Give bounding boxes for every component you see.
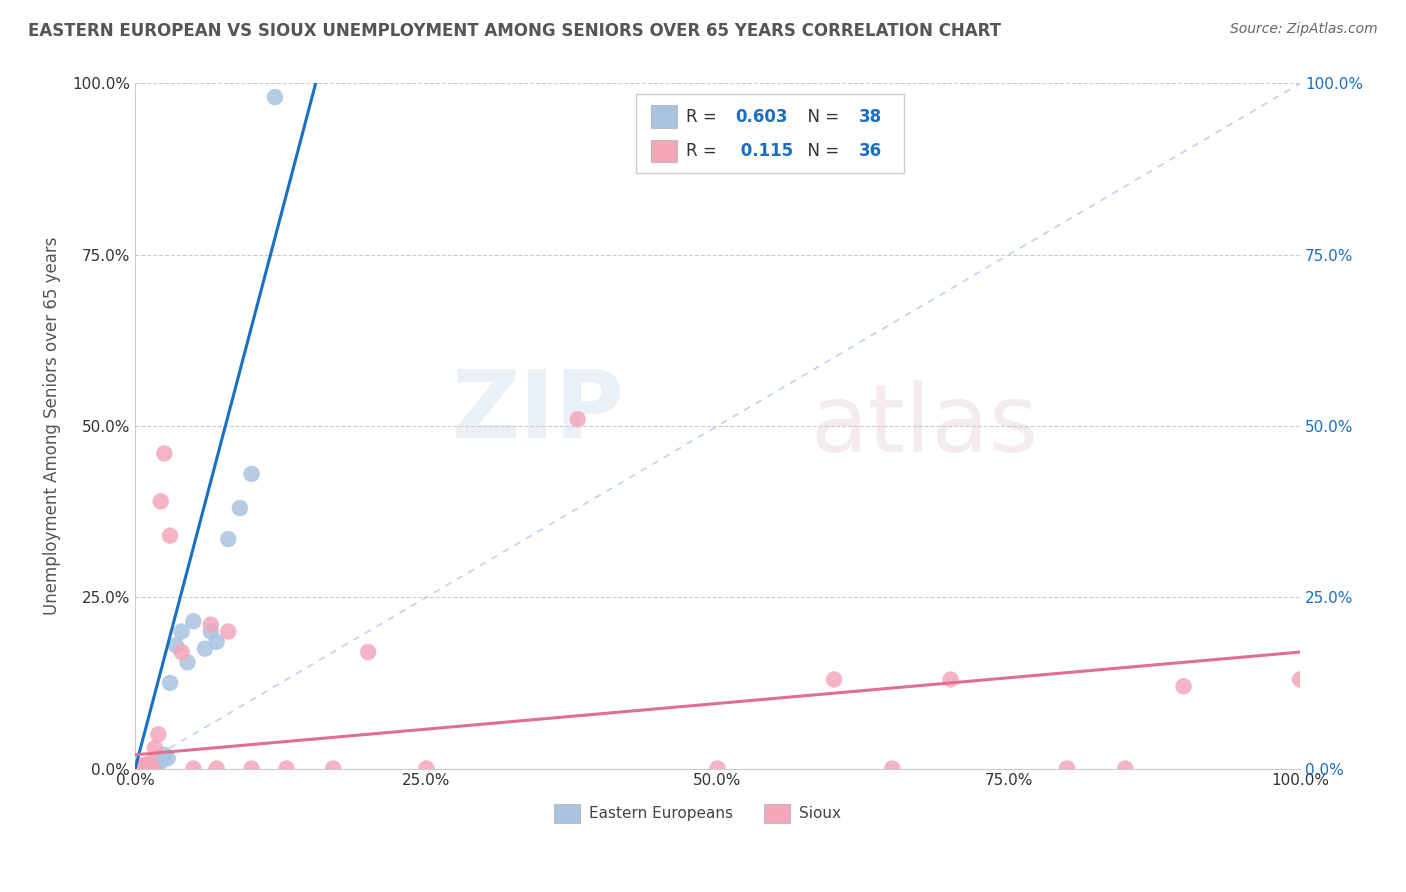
Point (194, 641, 217, 656)
Point (415, 762, 437, 776)
Point (134, 758, 156, 772)
Point (139, 759, 162, 773)
Point (823, 673, 845, 687)
Point (156, 751, 179, 765)
Point (128, 762, 150, 776)
Point (135, 759, 157, 773)
Point (205, 762, 228, 776)
Point (322, 762, 344, 776)
Point (205, 634, 228, 648)
Point (135, 759, 157, 773)
Point (139, 756, 162, 770)
Point (129, 762, 152, 776)
Y-axis label: Unemployment Among Seniors over 65 years: Unemployment Among Seniors over 65 years (44, 236, 60, 615)
Point (1173, 679, 1195, 693)
FancyBboxPatch shape (763, 805, 790, 823)
Text: R =: R = (686, 108, 723, 126)
Point (141, 756, 163, 770)
Point (1289, 673, 1312, 687)
Point (264, 90, 287, 104)
Point (138, 762, 160, 776)
Point (131, 759, 153, 773)
Point (132, 758, 155, 772)
Point (135, 759, 157, 773)
Point (128, 762, 150, 776)
Point (170, 645, 193, 659)
Point (135, 762, 157, 776)
Point (706, 762, 728, 776)
Text: N =: N = (797, 108, 844, 126)
Text: 0.115: 0.115 (735, 142, 793, 160)
Point (128, 762, 150, 776)
Point (143, 741, 166, 756)
Text: Source: ZipAtlas.com: Source: ZipAtlas.com (1230, 22, 1378, 37)
Text: Sioux: Sioux (799, 806, 841, 822)
Text: R =: R = (686, 142, 723, 160)
Point (153, 446, 176, 460)
Point (132, 762, 155, 776)
Point (142, 756, 165, 771)
Point (131, 762, 153, 776)
Point (217, 624, 239, 639)
Point (149, 755, 172, 769)
Text: 36: 36 (859, 142, 882, 160)
Point (357, 645, 380, 659)
Point (148, 751, 170, 765)
Point (183, 762, 205, 776)
Point (240, 467, 263, 481)
Text: 38: 38 (859, 108, 882, 126)
Point (567, 412, 589, 426)
Point (176, 656, 198, 670)
Point (165, 638, 187, 652)
Point (170, 624, 193, 639)
FancyBboxPatch shape (554, 805, 581, 823)
Point (143, 755, 166, 769)
Point (240, 762, 263, 776)
Text: ZIP: ZIP (451, 367, 624, 458)
Text: atlas: atlas (811, 380, 1039, 472)
Point (136, 762, 159, 776)
FancyBboxPatch shape (651, 105, 676, 128)
Point (136, 758, 159, 772)
Text: Eastern Europeans: Eastern Europeans (589, 806, 734, 822)
Point (142, 762, 165, 776)
Point (135, 762, 157, 776)
Text: 0.603: 0.603 (735, 108, 787, 126)
Point (134, 762, 156, 776)
Point (142, 758, 165, 772)
Point (229, 501, 252, 516)
Point (882, 762, 904, 776)
FancyBboxPatch shape (636, 94, 904, 172)
Point (128, 762, 150, 776)
Point (135, 762, 157, 776)
Point (149, 494, 172, 508)
Point (200, 624, 222, 639)
Point (145, 756, 167, 770)
Point (1056, 762, 1078, 776)
Point (129, 759, 152, 773)
Point (131, 762, 153, 776)
FancyBboxPatch shape (651, 140, 676, 162)
Point (138, 757, 160, 772)
Point (1114, 762, 1136, 776)
Point (159, 676, 181, 690)
Point (153, 747, 176, 762)
Point (217, 532, 239, 546)
Point (939, 673, 962, 687)
Point (132, 762, 155, 776)
Text: EASTERN EUROPEAN VS SIOUX UNEMPLOYMENT AMONG SENIORS OVER 65 YEARS CORRELATION C: EASTERN EUROPEAN VS SIOUX UNEMPLOYMENT A… (28, 22, 1001, 40)
Point (276, 762, 298, 776)
Point (183, 614, 205, 628)
Text: N =: N = (797, 142, 844, 160)
Point (200, 617, 222, 632)
Point (134, 760, 156, 774)
Point (148, 727, 170, 741)
Point (138, 762, 160, 776)
Point (159, 528, 181, 542)
